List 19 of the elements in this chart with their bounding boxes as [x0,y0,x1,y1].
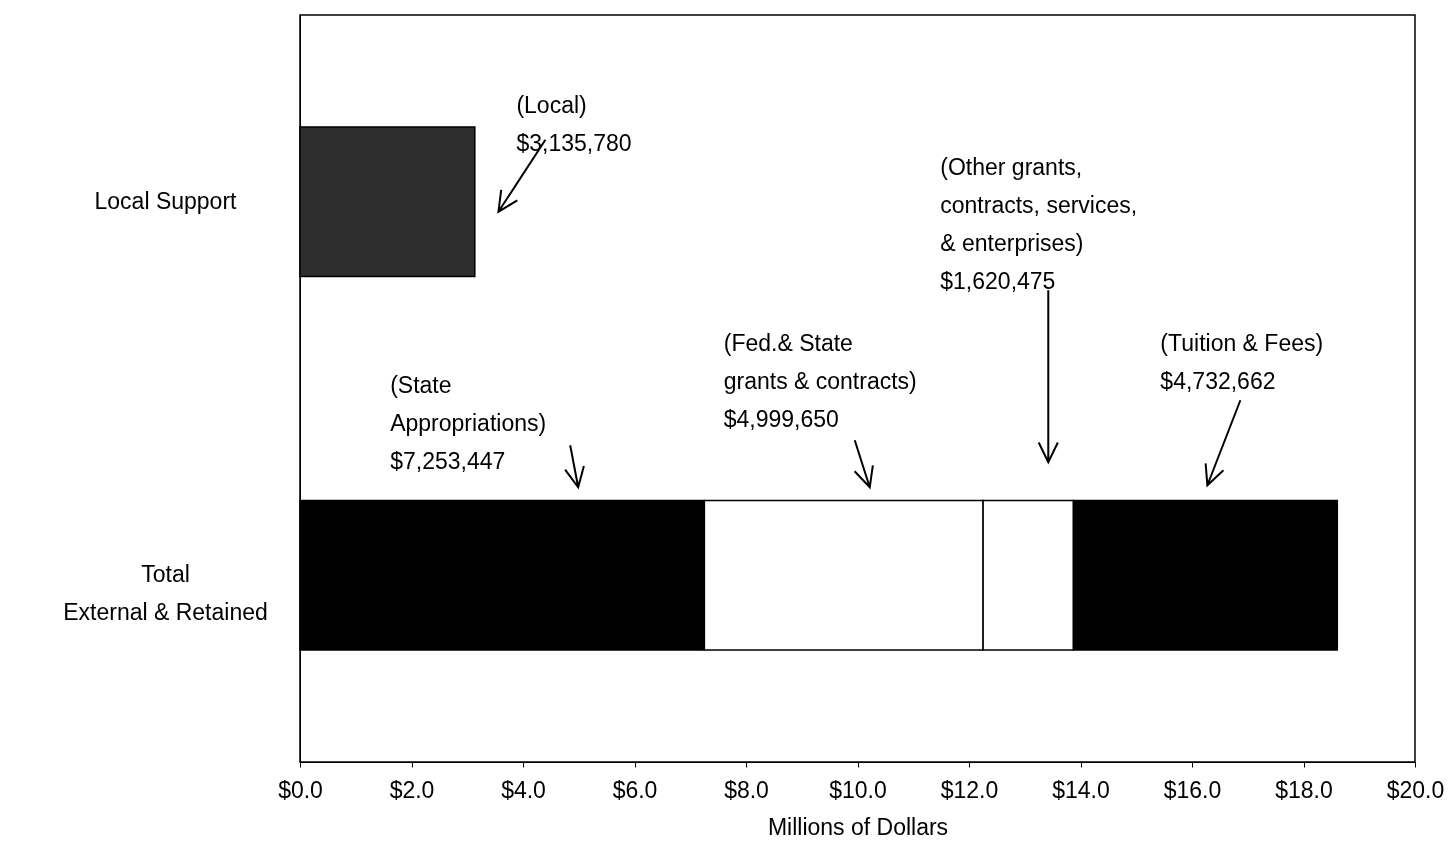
x-tick-label: $16.0 [1163,776,1222,803]
annotation: (Local) $3,135,780 [516,91,632,156]
y-tick-label: Total External & Retained [63,561,268,626]
x-tick-label: $8.0 [724,776,769,803]
x-tick-label: $20.0 [1386,776,1445,803]
x-tick-label: $14.0 [1052,776,1110,803]
x-tick-label: $4.0 [501,776,546,803]
x-axis-title: Millions of Dollars [767,813,949,840]
x-tick-label: $10.0 [829,776,887,803]
annotation: (State Appropriations) $7,253,447 [390,372,547,475]
x-tick-label: $2.0 [389,776,435,803]
y-tick-label: Local Support [94,187,238,214]
annotation: (Tuition & Fees) $4,732,662 [1160,330,1324,395]
x-tick-label: $0.0 [278,776,323,803]
annotation: (Other grants, contracts, services, & enterprises) $1,620,475 [940,154,1138,295]
x-tick-label: $12.0 [940,776,999,803]
x-tick-label: $18.0 [1275,776,1333,803]
x-tick-label: $6.0 [612,776,658,803]
annotation: (Fed.& State grants & contracts) $4,999,650 [723,330,917,433]
